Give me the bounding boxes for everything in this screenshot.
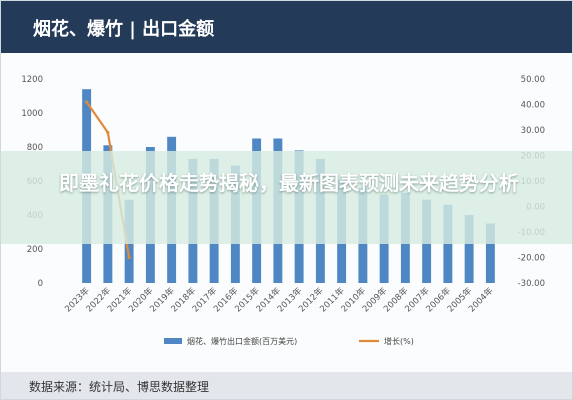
data-source: 数据来源：统计局、博思数据整理 [29,380,210,394]
y-left-tick-label: 200 [27,245,43,255]
y-right-tick-label: -30.00 [518,279,545,289]
x-tick-label: 2004年 [466,285,495,314]
y-right-tick-label: -20.00 [518,254,545,264]
logo-subtext: BOSIDATA.COM [498,32,544,39]
y-right-tick-label: 40.00 [521,101,545,111]
y-left-tick-label: 1000 [21,109,43,119]
bar [464,215,474,283]
bar [485,223,495,283]
legend-label-line: 增长(%) [384,336,414,346]
y-left-tick-label: 800 [27,143,43,153]
growth-point [127,255,131,260]
chart-legend: 烟花、爆竹出口金额(百万美元) 增长(%) [164,336,414,346]
bosi-logo: BOSi BOSIDATA.COM [484,10,558,44]
headline-banner: 即墨礼花价格走势揭秘，最新图表预测未来趋势分析 [1,151,572,244]
header-bar: 烟花、爆竹 | 出口金额 [1,1,572,53]
headline-text: 即墨礼花价格走势揭秘，最新图表预测未来趋势分析 [59,171,519,195]
chart-title: 烟花、爆竹 | 出口金额 [33,19,215,40]
legend-swatch-bar [164,338,182,344]
legend-label-bar: 烟花、爆竹出口金额(百万美元) [187,336,297,346]
growth-point [106,130,110,135]
footer-bar: 数据来源：统计局、博思数据整理 [1,372,572,399]
y-left-tick-label: 1200 [21,75,43,85]
y-right-tick-label: 50.00 [521,75,545,85]
growth-point [85,100,89,104]
logo-text: BOSi [488,10,539,34]
y-left-tick-label: 0 [38,279,43,289]
y-right-tick-label: 30.00 [521,126,545,136]
